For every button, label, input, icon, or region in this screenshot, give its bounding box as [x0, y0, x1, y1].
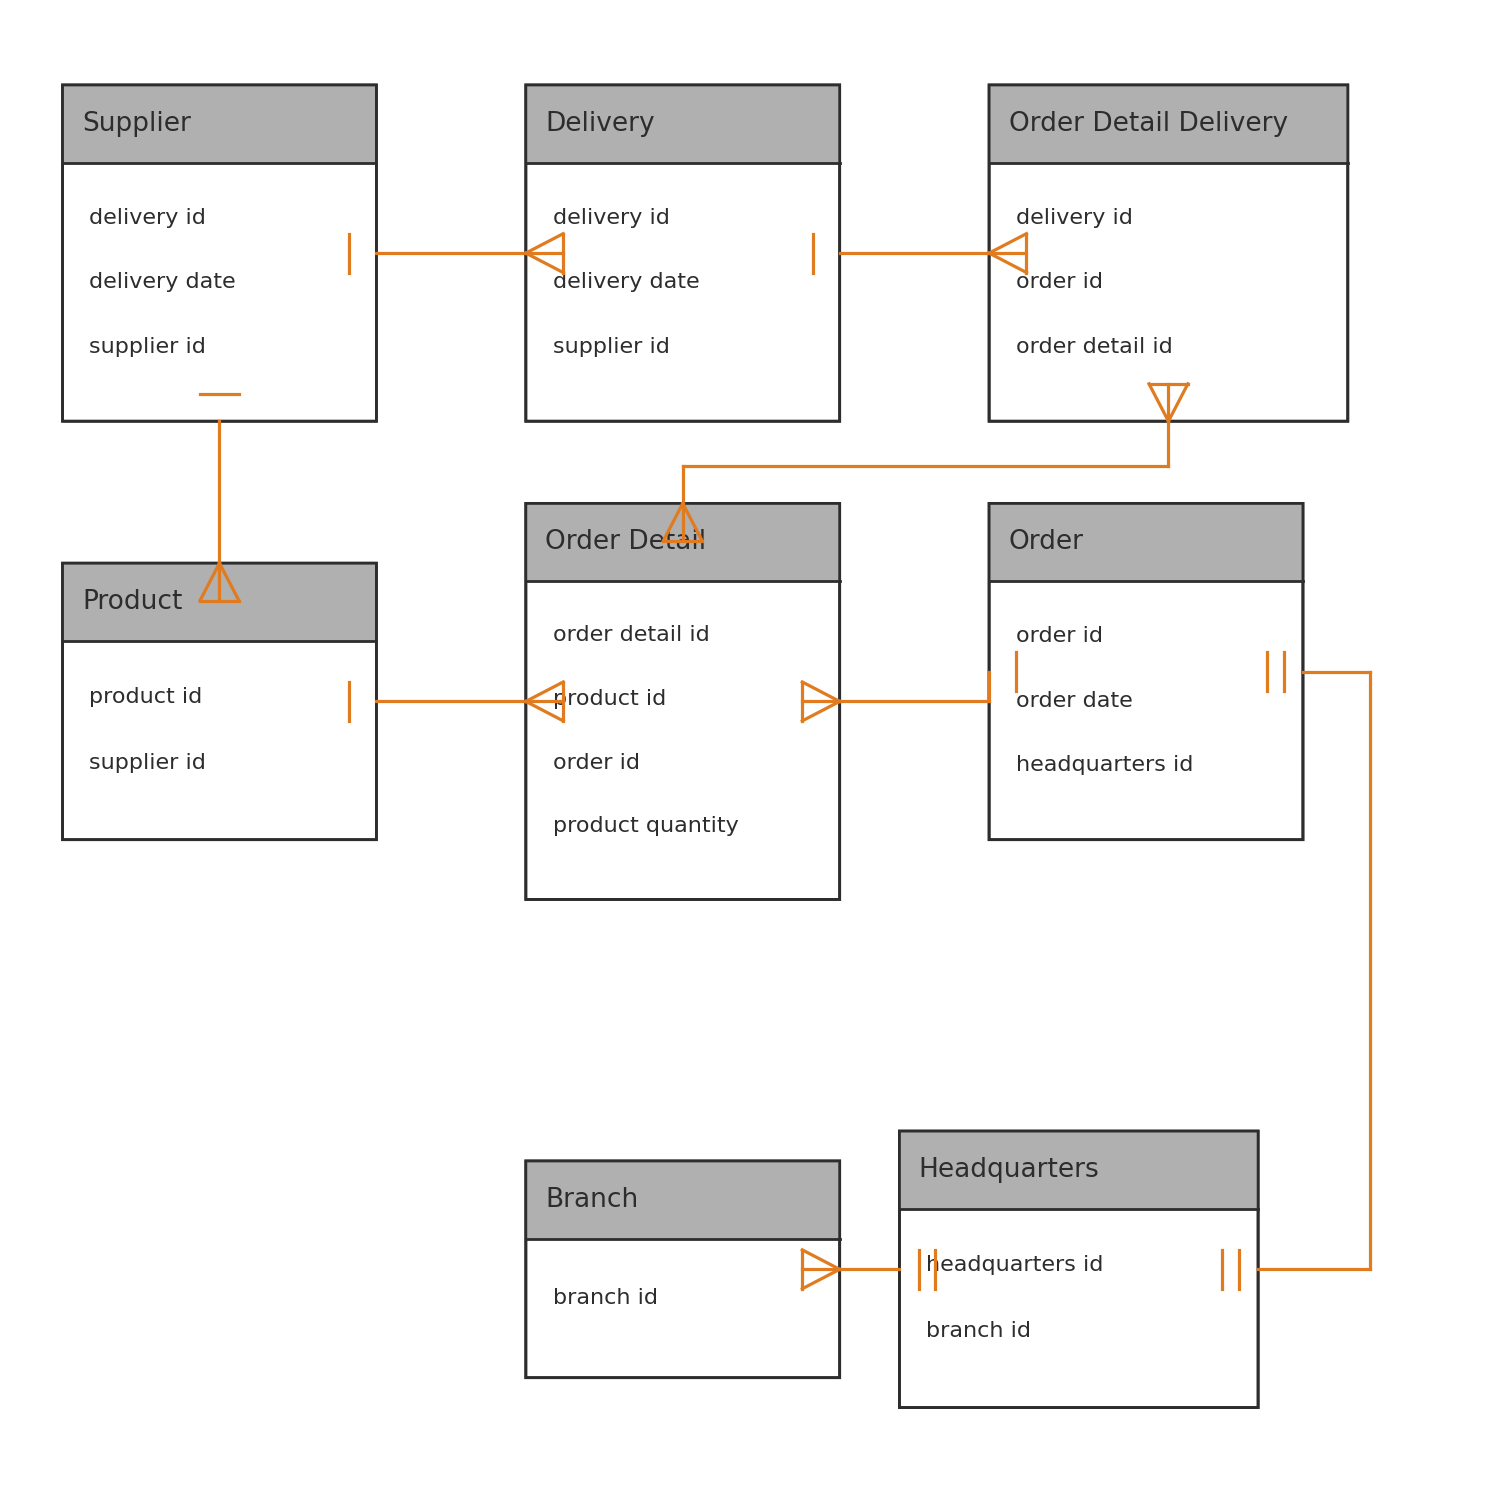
FancyBboxPatch shape: [63, 562, 376, 840]
Text: Order Detail Delivery: Order Detail Delivery: [1008, 111, 1287, 136]
FancyBboxPatch shape: [988, 86, 1348, 162]
Bar: [526, 1200, 840, 1239]
FancyBboxPatch shape: [526, 1161, 840, 1239]
Text: Order Detail: Order Detail: [546, 530, 706, 555]
Bar: [526, 124, 840, 162]
Text: delivery date: delivery date: [90, 273, 236, 292]
Bar: [526, 543, 840, 580]
Text: headquarters id: headquarters id: [1016, 756, 1194, 776]
FancyBboxPatch shape: [900, 1131, 1258, 1407]
Text: supplier id: supplier id: [90, 753, 207, 774]
FancyBboxPatch shape: [63, 86, 376, 422]
Text: branch id: branch id: [552, 1288, 657, 1308]
Text: order id: order id: [1016, 626, 1102, 646]
Text: product id: product id: [90, 687, 202, 706]
Text: Supplier: Supplier: [82, 111, 190, 136]
Text: order detail id: order detail id: [552, 626, 710, 645]
Text: product quantity: product quantity: [552, 816, 738, 836]
Bar: [988, 543, 1304, 580]
Text: order date: order date: [1016, 690, 1132, 711]
Text: headquarters id: headquarters id: [927, 1256, 1104, 1275]
FancyBboxPatch shape: [63, 562, 376, 640]
Bar: [63, 124, 376, 162]
FancyBboxPatch shape: [526, 1161, 840, 1377]
Text: Headquarters: Headquarters: [920, 1156, 1100, 1184]
Text: order id: order id: [1016, 273, 1102, 292]
Text: Delivery: Delivery: [546, 111, 656, 136]
FancyBboxPatch shape: [988, 86, 1348, 422]
FancyBboxPatch shape: [526, 504, 840, 580]
FancyBboxPatch shape: [900, 1131, 1258, 1209]
Text: Branch: Branch: [546, 1186, 639, 1214]
Bar: [63, 602, 376, 640]
Text: delivery date: delivery date: [552, 273, 699, 292]
Text: supplier id: supplier id: [552, 338, 669, 357]
Text: Order: Order: [1008, 530, 1083, 555]
Bar: [988, 124, 1348, 162]
FancyBboxPatch shape: [526, 86, 840, 162]
Text: product id: product id: [552, 688, 666, 709]
Text: delivery id: delivery id: [90, 207, 207, 228]
Text: supplier id: supplier id: [90, 338, 207, 357]
FancyBboxPatch shape: [63, 86, 376, 162]
FancyBboxPatch shape: [988, 504, 1304, 580]
Text: delivery id: delivery id: [1016, 207, 1132, 228]
Text: order id: order id: [552, 753, 639, 772]
Text: Product: Product: [82, 590, 183, 615]
FancyBboxPatch shape: [526, 86, 840, 422]
Text: order detail id: order detail id: [1016, 338, 1173, 357]
Text: delivery id: delivery id: [552, 207, 669, 228]
FancyBboxPatch shape: [526, 504, 840, 900]
Bar: [900, 1170, 1258, 1209]
FancyBboxPatch shape: [988, 504, 1304, 840]
Text: branch id: branch id: [927, 1322, 1032, 1341]
